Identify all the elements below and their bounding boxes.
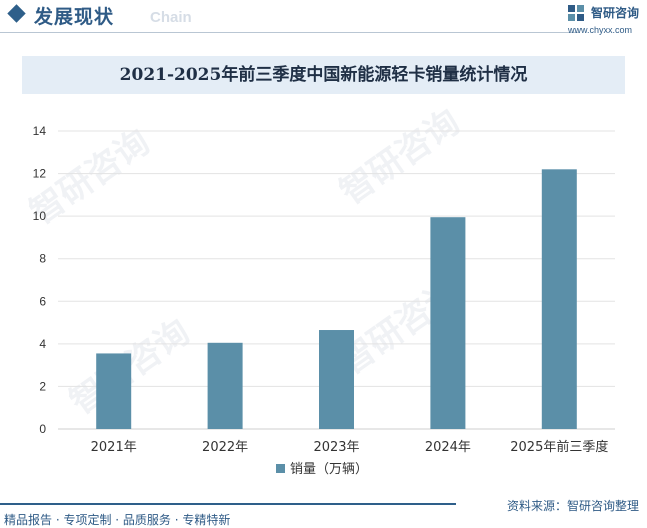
- y-tick-label: 0: [39, 422, 46, 436]
- legend-label: 销量（万辆）: [290, 462, 368, 477]
- y-tick-label: 8: [39, 252, 46, 266]
- y-tick-label: 12: [33, 167, 47, 181]
- brand-url: www.chyxx.com: [568, 25, 633, 35]
- bar: [319, 330, 354, 429]
- bar-chart: 0 2 4 6 8 10 12 14 2021年 2022年 2023年 2024年 2025年前三季度…: [33, 124, 615, 477]
- header: 发展现状 Chain 智研咨询 www.chyxx.com: [0, 0, 647, 44]
- section-diamond-icon: [7, 4, 26, 23]
- section-subtitle: Chain: [150, 9, 192, 26]
- brand-name: 智研咨询: [591, 6, 640, 20]
- bar: [541, 169, 577, 430]
- legend-swatch: [276, 464, 285, 473]
- bar: [430, 217, 466, 429]
- x-tick-label: 2025年前三季度: [510, 439, 608, 455]
- x-tick-label: 2022年: [202, 440, 248, 455]
- footer-services: 精品报告 · 专项定制 · 品质服务 · 专精特新: [4, 513, 231, 527]
- section-title: 发展现状: [34, 6, 115, 28]
- y-tick-label: 14: [33, 124, 47, 138]
- header-divider: [0, 32, 580, 33]
- data-source: 资料来源：智研咨询整理: [506, 499, 639, 513]
- brand-logo-icon: [568, 5, 584, 21]
- x-tick-label: 2021年: [91, 440, 137, 455]
- y-tick-label: 2: [39, 379, 46, 393]
- bar: [96, 353, 132, 429]
- footer-divider: [0, 503, 456, 505]
- y-tick-label: 6: [39, 294, 46, 308]
- chart-title: 2021-2025年前三季度中国新能源轻卡销量统计情况: [119, 65, 528, 85]
- x-tick-label: 2024年: [425, 440, 471, 455]
- bar: [207, 342, 243, 429]
- y-tick-label: 10: [33, 209, 47, 223]
- y-tick-label: 4: [39, 337, 46, 351]
- chart-title-bar: 2021-2025年前三季度中国新能源轻卡销量统计情况: [22, 56, 625, 94]
- x-tick-label: 2023年: [313, 440, 359, 455]
